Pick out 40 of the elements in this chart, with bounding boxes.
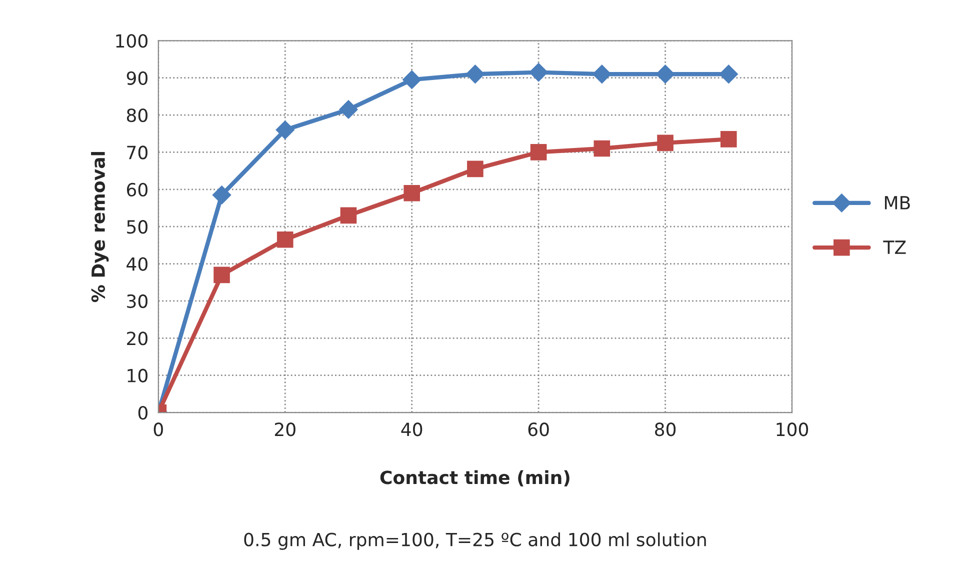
x-tick-label: 100: [776, 422, 808, 436]
y-tick-label: 70: [127, 146, 148, 160]
x-axis-title: Contact time (min): [380, 470, 570, 486]
y-tick-label: 20: [127, 332, 148, 346]
point: [402, 70, 422, 90]
x-tick-label: 40: [401, 422, 422, 436]
x-tick-label: 80: [655, 422, 676, 436]
x-tick-label: 20: [274, 422, 296, 436]
point: [529, 62, 548, 82]
text: 0.5 gm AC, rpm=100, T=25 ºC and 100 ml solution: [244, 532, 706, 550]
y-tick-label: 60: [126, 182, 148, 197]
y-tick-label: 50: [127, 220, 148, 234]
y-tick-label: 80: [126, 108, 148, 122]
point: [592, 64, 612, 84]
y-tick-label: 100: [116, 34, 148, 48]
point: [530, 144, 547, 160]
y-tick-label: 0: [138, 406, 148, 420]
point: [276, 231, 294, 248]
point: [212, 186, 232, 204]
point: [467, 160, 484, 178]
point: [466, 64, 485, 84]
y-tick-label: 90: [126, 71, 148, 85]
x-tick-label: 60: [528, 422, 549, 436]
x-tick-label: 0: [154, 422, 163, 436]
y-tick-label: 10: [128, 368, 148, 382]
point: [340, 207, 357, 224]
point: [214, 266, 230, 284]
legend-label: MB: [884, 196, 910, 210]
y-tick-label: 30: [127, 294, 148, 308]
point: [594, 140, 610, 157]
y-tick-label: 40: [126, 257, 148, 271]
point: [276, 120, 294, 140]
point: [339, 100, 358, 119]
point: [719, 64, 738, 84]
point: [404, 184, 420, 202]
point: [720, 131, 737, 148]
y-axis-title: % Dye removal: [91, 152, 109, 302]
point: [657, 134, 674, 152]
point: [656, 64, 675, 84]
legend-label: TZ: [883, 240, 906, 254]
